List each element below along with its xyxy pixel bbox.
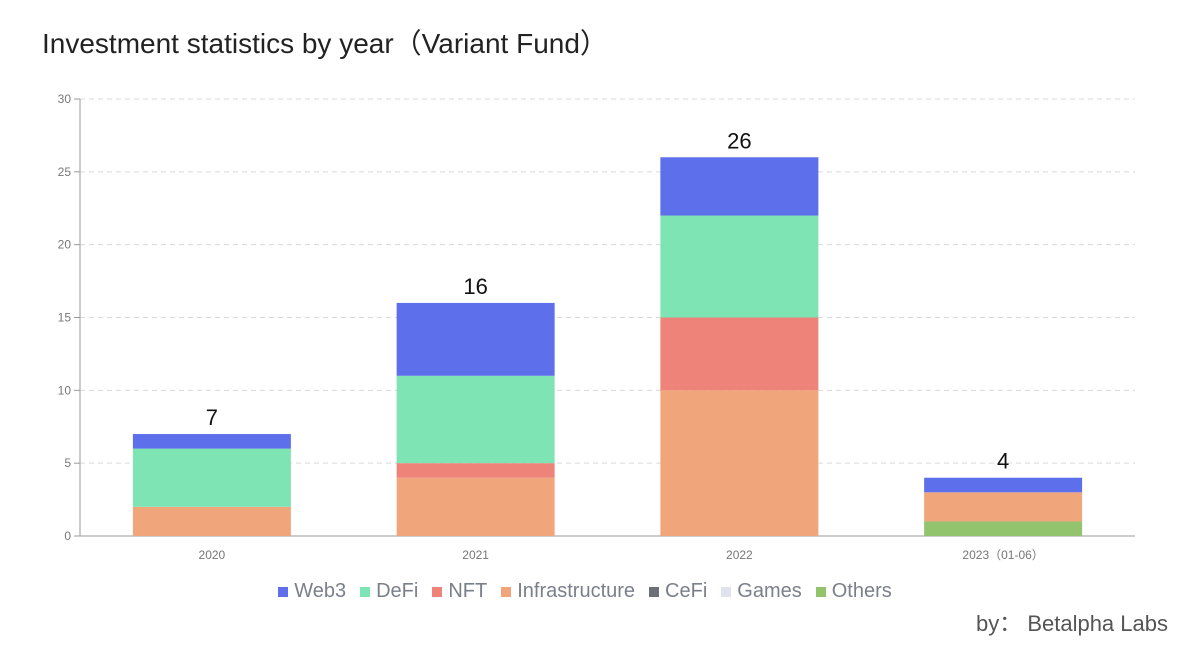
bar-segment-infrastructure — [924, 492, 1083, 522]
bar-total-label: 16 — [463, 274, 487, 299]
bar-segment-defi — [396, 375, 555, 464]
legend-swatch — [501, 586, 512, 597]
y-tick-label: 30 — [58, 92, 72, 106]
y-tick-label: 0 — [64, 529, 71, 543]
bar-segment-web3 — [660, 157, 819, 216]
legend-item-defi[interactable]: DeFi — [360, 580, 418, 603]
bar-segment-web3 — [924, 477, 1083, 493]
bar-total-label: 7 — [206, 405, 218, 430]
legend-label: Infrastructure — [517, 580, 636, 602]
legend-item-games[interactable]: Games — [721, 580, 802, 603]
bar-segment-nft — [660, 317, 819, 391]
x-tick-label: 2021 — [462, 548, 489, 562]
bar-segment-web3 — [132, 434, 291, 449]
x-tick-label: 2022 — [726, 548, 753, 562]
y-tick-label: 10 — [58, 383, 72, 397]
legend-swatch — [649, 586, 660, 597]
bar-segment-defi — [660, 215, 819, 318]
credit-text: by： Betalpha Labs — [975, 611, 1168, 636]
legend-label: NFT — [448, 580, 488, 602]
bar-segment-nft — [396, 463, 555, 478]
chart-legend: Web3 DeFi NFT Infrastructure CeFi Games Others — [0, 580, 1170, 603]
y-tick-label: 25 — [58, 165, 72, 179]
y-tick-label: 5 — [64, 456, 71, 470]
bar-segment-web3 — [396, 302, 555, 376]
bar-segment-infrastructure — [660, 390, 819, 536]
legend-label: DeFi — [376, 580, 419, 602]
legend-label: Web3 — [294, 580, 347, 602]
bar-segment-others — [924, 521, 1083, 536]
bar-total-label: 26 — [727, 128, 751, 153]
legend-item-others[interactable]: Others — [815, 580, 892, 603]
chart-title: Investment statistics by year（Variant Fu… — [42, 28, 608, 59]
y-tick-label: 20 — [58, 238, 72, 252]
stacked-bar-chart: 0 5 10 15 20 25 30 7 2020 16 2021 26 2022 4 2023（01-06… — [58, 92, 1135, 562]
x-tick-label: 2020 — [199, 548, 226, 562]
legend-label: CeFi — [665, 580, 708, 602]
legend-item-web3[interactable]: Web3 — [278, 580, 346, 603]
legend-item-cefi[interactable]: CeFi — [649, 580, 707, 603]
x-tick-label: 2023（01-06） — [962, 548, 1043, 562]
legend-label: Others — [831, 580, 892, 602]
legend-swatch — [815, 586, 826, 597]
legend-label: Games — [737, 580, 802, 602]
legend-swatch — [721, 586, 732, 597]
bar-segment-defi — [132, 448, 291, 507]
legend-swatch — [278, 586, 289, 597]
legend-swatch — [432, 586, 443, 597]
bar-total-label: 4 — [997, 449, 1009, 474]
legend-item-nft[interactable]: NFT — [432, 580, 487, 603]
legend-item-infrastructure[interactable]: Infrastructure — [501, 580, 635, 603]
y-tick-label: 15 — [58, 311, 72, 325]
bar-segment-infrastructure — [132, 506, 291, 536]
legend-swatch — [360, 586, 371, 597]
bar-segment-infrastructure — [396, 477, 555, 536]
